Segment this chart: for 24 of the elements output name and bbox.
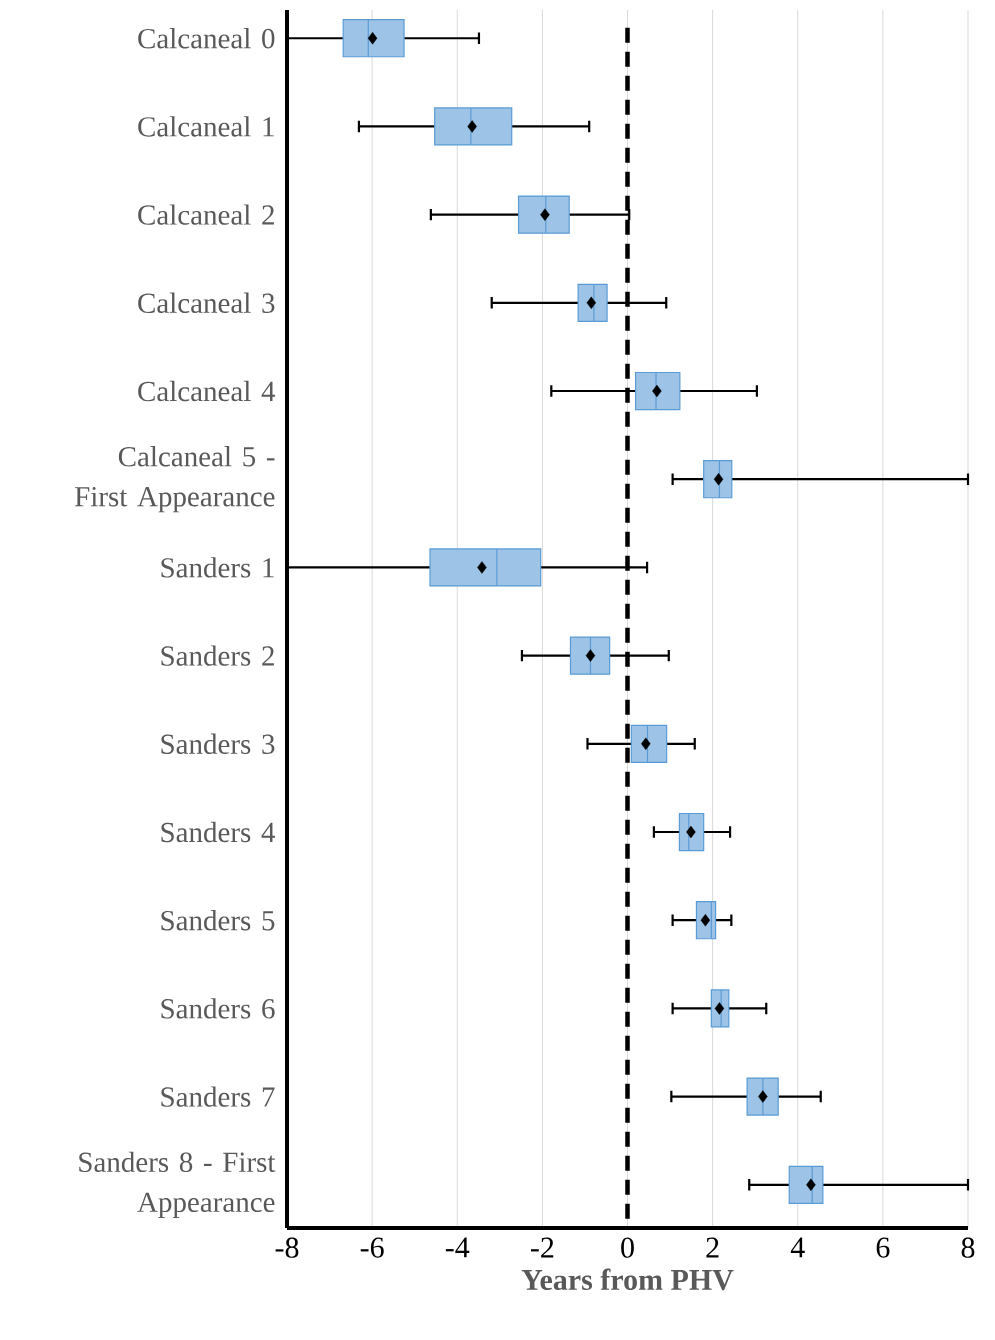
y-tick-label: Sanders 5: [161, 910, 275, 931]
x-tick-label: 0: [621, 1237, 634, 1258]
x-tick-label: 6: [876, 1237, 890, 1258]
x-tick-label: -4: [445, 1237, 470, 1258]
y-tick-label: Calcaneal 0: [138, 28, 275, 49]
y-tick-label: Calcaneal 4: [138, 380, 276, 402]
y-tick-label: Sanders 6: [161, 998, 275, 1019]
x-tick-label: 2: [706, 1237, 719, 1258]
y-tick-label: Sanders 2: [161, 645, 274, 666]
y-tick-label: Sanders 7: [161, 1086, 275, 1107]
x-tick-label: -8: [275, 1237, 299, 1258]
x-tick-label: 4: [790, 1237, 805, 1258]
y-tick-label: Sanders 3: [161, 733, 275, 755]
y-tick-label: Sanders 4: [161, 821, 276, 843]
y-tick-label: Sanders 8 - First Appearance: [79, 1151, 276, 1218]
y-tick-label: Sanders 1: [161, 557, 274, 578]
y-tick-label: Calcaneal 3: [138, 292, 275, 314]
x-tick-label: 8: [961, 1237, 975, 1258]
x-axis-title: Years from PHV: [521, 1268, 734, 1291]
y-tick-label: Calcaneal 1: [138, 116, 274, 137]
x-tick-label: -2: [530, 1237, 554, 1258]
x-tick-label: -6: [360, 1237, 384, 1258]
y-tick-label: Calcaneal 5 - First Appearance: [75, 446, 275, 513]
y-tick-label: Calcaneal 2: [138, 204, 274, 225]
